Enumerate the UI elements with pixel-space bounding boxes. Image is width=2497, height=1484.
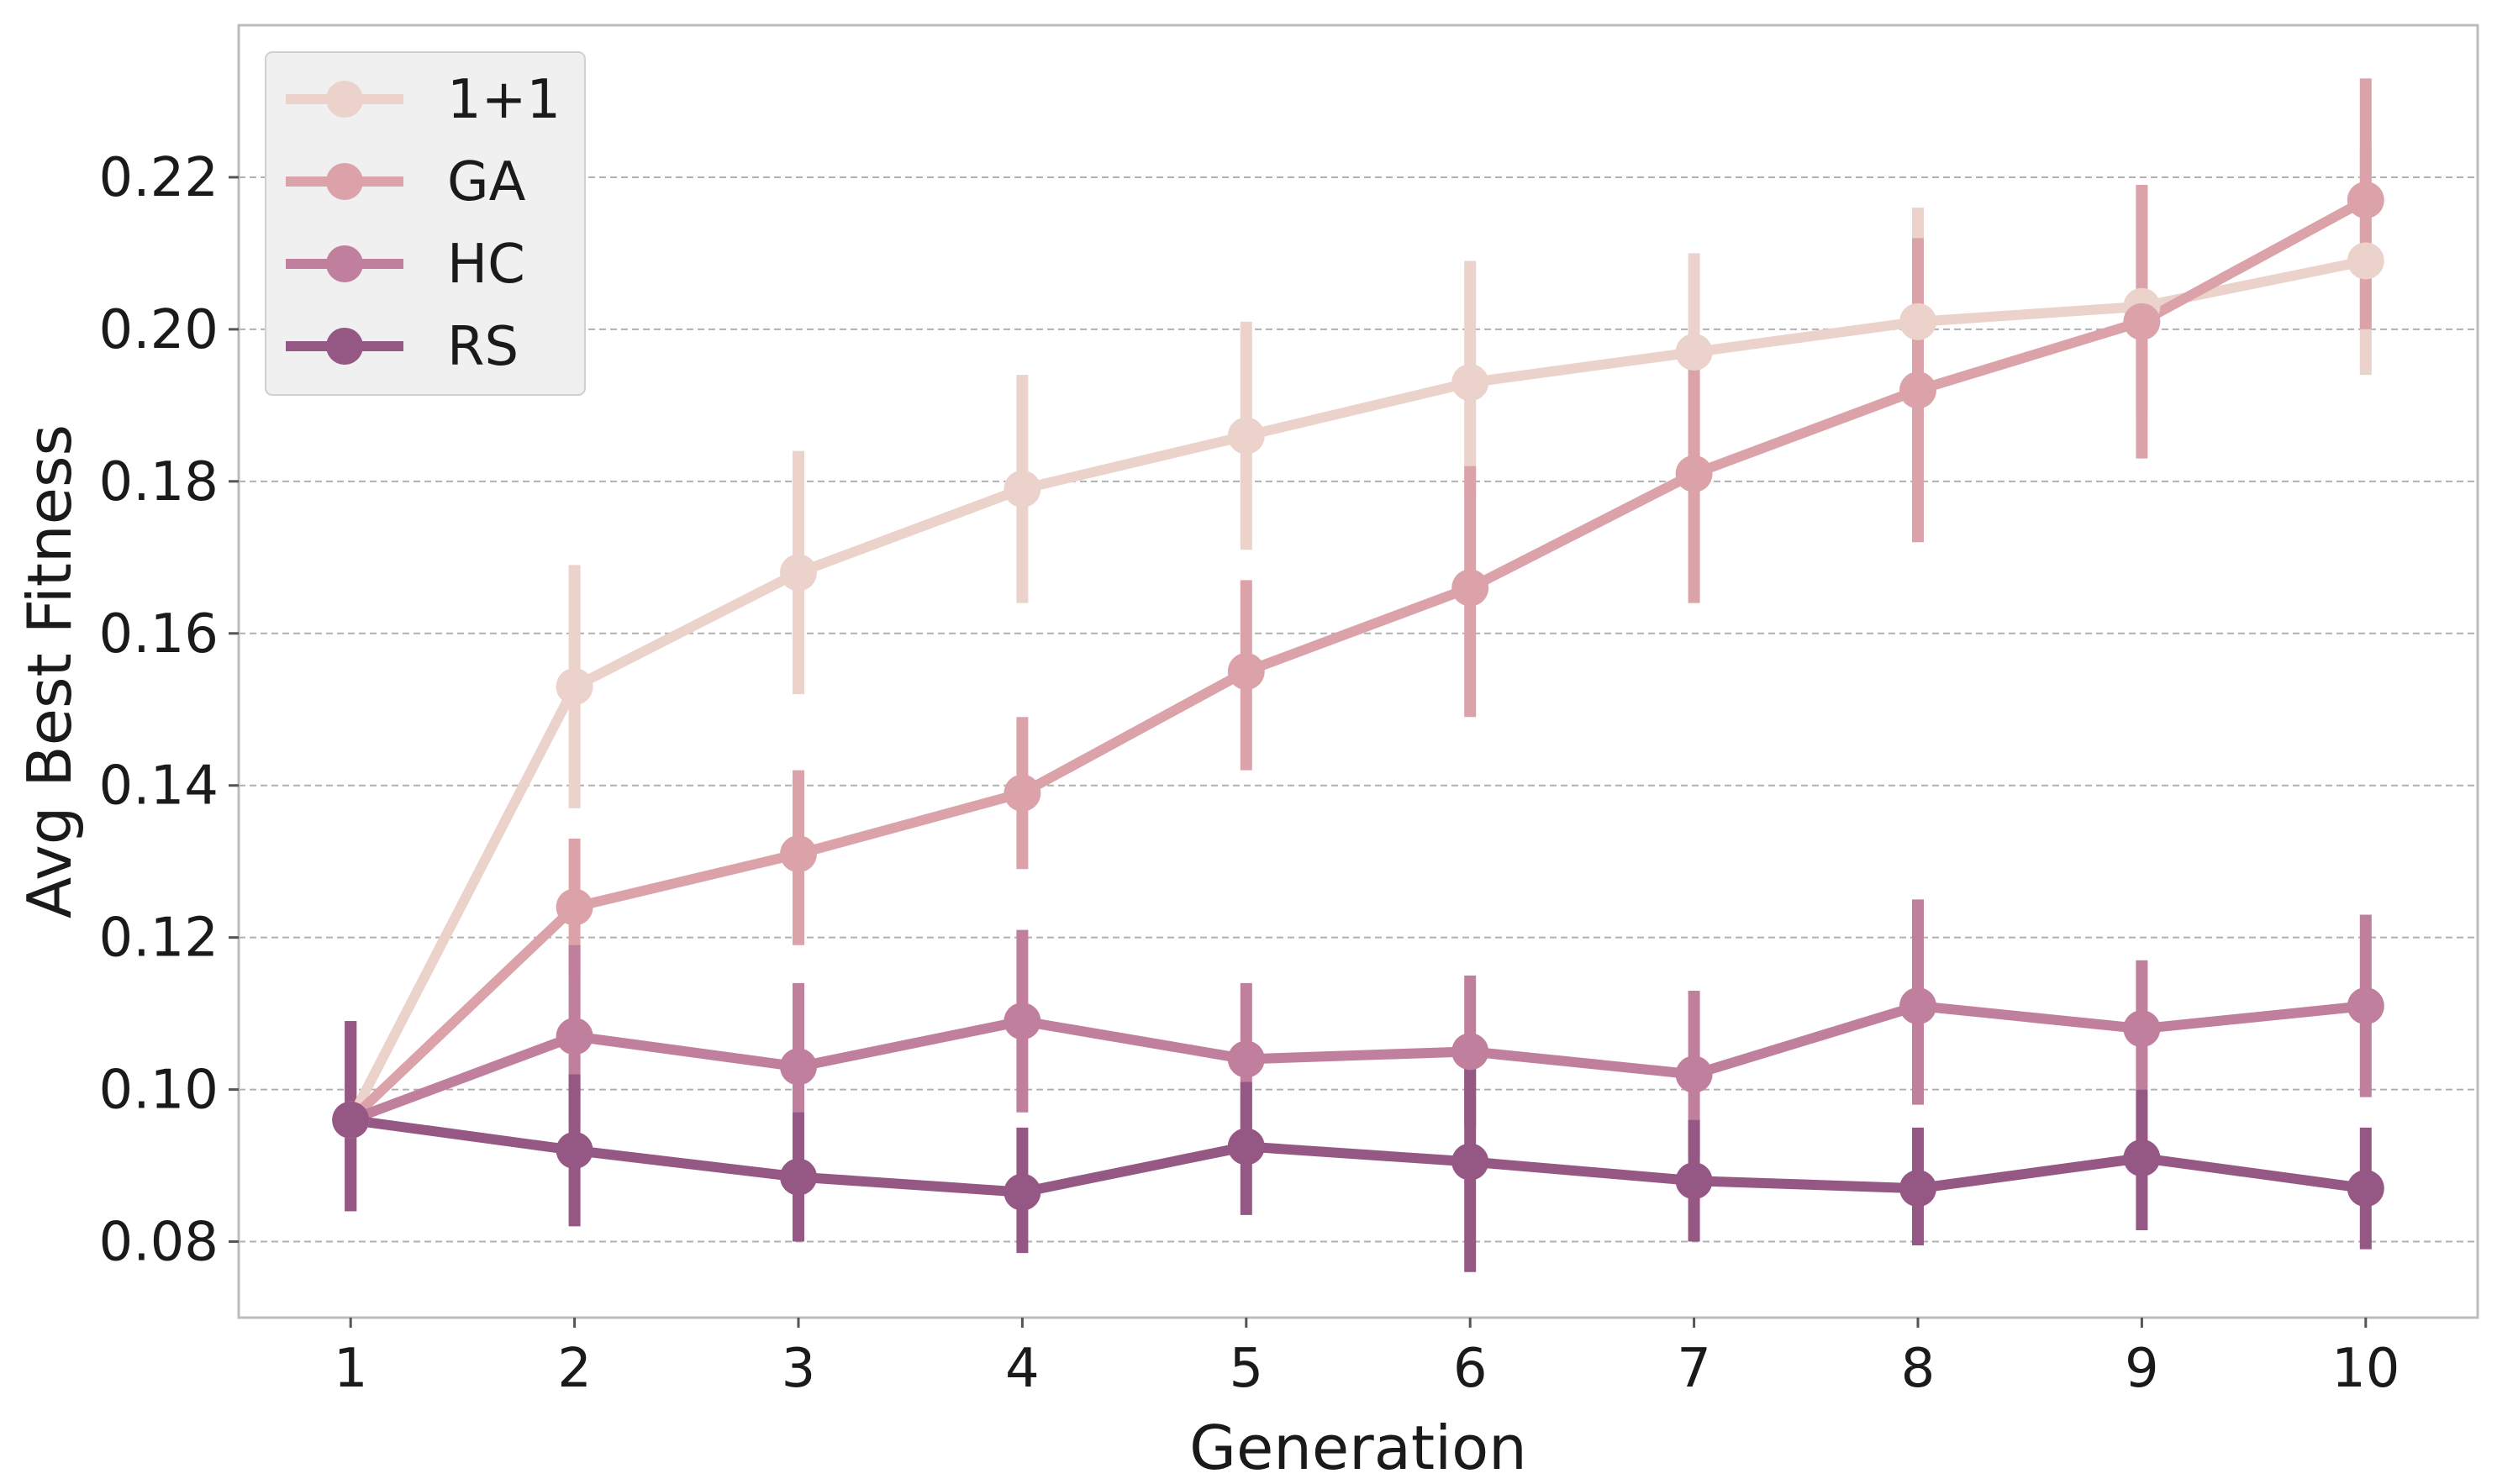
- x-tick-label: 10: [2331, 1338, 2400, 1400]
- y-tick-label: 0.10: [99, 1060, 219, 1122]
- data-point: [1675, 455, 1713, 492]
- data-point: [1675, 1162, 1713, 1200]
- data-point: [2347, 182, 2384, 219]
- legend-label: GA: [447, 151, 526, 213]
- series-line: [345, 255, 2371, 1125]
- x-tick-label: 2: [557, 1338, 592, 1400]
- y-tick-label: 0.18: [99, 451, 219, 513]
- x-tick-label: 1: [334, 1338, 368, 1400]
- data-point: [556, 668, 593, 706]
- legend-label: 1+1: [447, 69, 561, 131]
- legend-marker: [326, 163, 363, 200]
- tick-labels: 0.08 0.10 0.12 0.14 0.16 0.18 0.20 0.22 1 2 3 4 5 6 7 8…: [99, 147, 2400, 1400]
- legend-marker: [326, 328, 363, 365]
- legend-label: RS: [447, 316, 519, 378]
- x-tick-label: 3: [782, 1338, 816, 1400]
- data-point: [1451, 364, 1489, 402]
- data-point: [780, 1048, 817, 1086]
- x-axis-title: Generation: [1189, 1413, 1527, 1483]
- plot-frame: [237, 24, 2479, 1319]
- data-point: [1004, 1002, 1041, 1040]
- data-point: [332, 1101, 370, 1139]
- y-tick-label: 0.20: [99, 299, 219, 361]
- x-tick-label: 4: [1005, 1338, 1040, 1400]
- y-tick-label: 0.08: [99, 1212, 219, 1274]
- x-tick-label: 8: [1901, 1338, 1936, 1400]
- data-point: [2347, 242, 2384, 280]
- data-point: [780, 1158, 817, 1196]
- data-point: [1227, 653, 1265, 690]
- data-point: [1899, 1170, 1936, 1208]
- series-lines: [345, 195, 2371, 1197]
- data-point: [1227, 1128, 1265, 1166]
- x-tick-label: 6: [1453, 1338, 1488, 1400]
- y-tick-label: 0.12: [99, 908, 219, 970]
- data-point: [1004, 1173, 1041, 1211]
- series-line: [345, 195, 2371, 1125]
- y-tick-label: 0.14: [99, 755, 219, 818]
- data-point: [556, 888, 593, 926]
- legend: 1+1 GA HC RS: [265, 51, 586, 396]
- y-axis-title: Avg Best Fitness: [14, 424, 85, 918]
- series-line: [345, 1114, 2371, 1197]
- data-point: [780, 554, 817, 592]
- data-point: [1451, 1143, 1489, 1181]
- data-point: [2347, 987, 2384, 1025]
- data-point: [2347, 1170, 2384, 1208]
- data-point: [2123, 1010, 2161, 1048]
- data-point: [1004, 470, 1041, 508]
- data-point: [1899, 303, 1936, 340]
- data-point: [1899, 987, 1936, 1025]
- data-point: [556, 1018, 593, 1055]
- x-tick-label: 9: [2125, 1338, 2159, 1400]
- axes: [229, 24, 2479, 1328]
- legend-marker: [326, 245, 363, 282]
- data-point: [1451, 1033, 1489, 1071]
- series-points: [332, 182, 2384, 1211]
- data-point: [2123, 1139, 2161, 1177]
- legend-label: HC: [447, 234, 525, 296]
- legend-marker: [326, 81, 363, 118]
- data-point: [2123, 303, 2161, 340]
- data-point: [1451, 569, 1489, 607]
- data-point: [1004, 774, 1041, 812]
- y-tick-label: 0.16: [99, 603, 219, 666]
- data-point: [1227, 417, 1265, 455]
- series-line: [345, 1001, 2371, 1125]
- x-tick-label: 5: [1229, 1338, 1263, 1400]
- data-point: [1227, 1040, 1265, 1078]
- y-tick-label: 0.22: [99, 147, 219, 209]
- data-point: [556, 1131, 593, 1169]
- data-point: [1675, 334, 1713, 371]
- data-point: [1899, 371, 1936, 409]
- x-tick-label: 7: [1677, 1338, 1711, 1400]
- data-point: [780, 835, 817, 873]
- data-point: [1675, 1055, 1713, 1093]
- legend-box: [265, 51, 586, 396]
